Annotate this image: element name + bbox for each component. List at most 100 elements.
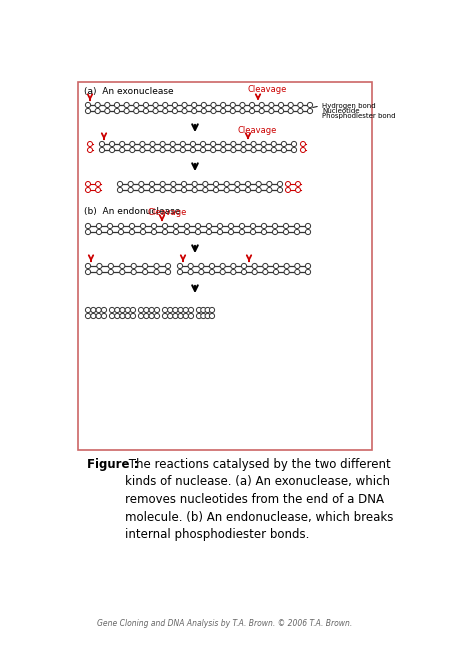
Circle shape	[235, 181, 240, 187]
Circle shape	[220, 109, 226, 114]
Circle shape	[267, 187, 272, 192]
Circle shape	[180, 142, 185, 147]
Circle shape	[181, 181, 187, 187]
Circle shape	[196, 313, 202, 318]
Circle shape	[296, 181, 301, 187]
Circle shape	[240, 109, 245, 114]
Circle shape	[241, 263, 247, 268]
Circle shape	[139, 181, 144, 187]
Circle shape	[274, 269, 279, 274]
Circle shape	[292, 148, 297, 153]
Circle shape	[220, 103, 226, 108]
Circle shape	[200, 142, 206, 147]
Circle shape	[151, 224, 157, 229]
Circle shape	[134, 109, 139, 114]
Circle shape	[196, 307, 202, 313]
Circle shape	[183, 307, 189, 313]
Circle shape	[120, 313, 125, 318]
Circle shape	[131, 263, 136, 268]
Circle shape	[261, 224, 266, 229]
Circle shape	[181, 187, 187, 192]
Circle shape	[108, 229, 112, 235]
Circle shape	[220, 148, 226, 153]
Circle shape	[207, 224, 212, 229]
Circle shape	[86, 103, 90, 108]
Circle shape	[285, 181, 291, 187]
Circle shape	[199, 263, 204, 268]
Circle shape	[301, 142, 306, 146]
Circle shape	[143, 103, 148, 108]
Circle shape	[249, 109, 255, 114]
Circle shape	[86, 307, 90, 313]
Circle shape	[281, 142, 287, 147]
Circle shape	[96, 313, 101, 318]
Circle shape	[140, 229, 146, 235]
Circle shape	[109, 142, 115, 147]
Circle shape	[201, 307, 206, 313]
Circle shape	[306, 269, 310, 274]
Circle shape	[140, 142, 145, 147]
Circle shape	[245, 187, 251, 192]
Circle shape	[162, 307, 167, 313]
Circle shape	[205, 313, 210, 318]
Circle shape	[230, 103, 235, 108]
Circle shape	[277, 181, 283, 187]
Circle shape	[151, 229, 157, 235]
Circle shape	[167, 313, 173, 318]
Circle shape	[252, 269, 257, 274]
Circle shape	[188, 263, 193, 268]
Text: Cleavage: Cleavage	[238, 126, 277, 135]
Circle shape	[203, 187, 208, 192]
Circle shape	[96, 307, 101, 313]
Circle shape	[190, 148, 196, 153]
Circle shape	[224, 181, 229, 187]
Circle shape	[149, 307, 154, 313]
Circle shape	[86, 187, 90, 192]
Circle shape	[288, 109, 293, 114]
Circle shape	[154, 269, 159, 274]
Circle shape	[259, 103, 264, 108]
Text: Gene Cloning and DNA Analysis by T.A. Brown. © 2006 T.A. Brown.: Gene Cloning and DNA Analysis by T.A. Br…	[97, 619, 353, 628]
Circle shape	[118, 224, 124, 229]
Circle shape	[209, 269, 215, 274]
Circle shape	[229, 224, 234, 229]
Circle shape	[252, 263, 257, 268]
Circle shape	[306, 263, 310, 268]
Circle shape	[87, 142, 93, 146]
Circle shape	[109, 148, 115, 153]
Circle shape	[298, 109, 303, 114]
Circle shape	[250, 229, 256, 235]
Circle shape	[201, 313, 206, 318]
Circle shape	[217, 224, 223, 229]
Circle shape	[217, 229, 223, 235]
Circle shape	[192, 109, 197, 114]
Circle shape	[295, 263, 300, 268]
Circle shape	[150, 148, 155, 153]
Circle shape	[241, 269, 247, 274]
Circle shape	[86, 109, 90, 114]
Text: Nucleotide: Nucleotide	[322, 108, 360, 114]
Circle shape	[173, 224, 179, 229]
Circle shape	[298, 103, 303, 108]
Circle shape	[120, 307, 125, 313]
Circle shape	[154, 263, 159, 268]
Circle shape	[281, 148, 287, 153]
Circle shape	[143, 263, 148, 268]
Circle shape	[209, 307, 215, 313]
Circle shape	[86, 313, 90, 318]
Circle shape	[201, 103, 207, 108]
Circle shape	[171, 181, 176, 187]
Circle shape	[172, 109, 177, 114]
Circle shape	[97, 269, 102, 274]
Circle shape	[188, 269, 193, 274]
Text: Figure :: Figure :	[87, 458, 139, 471]
Circle shape	[213, 181, 219, 187]
Circle shape	[239, 229, 245, 235]
Circle shape	[139, 307, 144, 313]
Circle shape	[172, 103, 177, 108]
Circle shape	[162, 103, 168, 108]
Circle shape	[125, 313, 130, 318]
Circle shape	[139, 313, 144, 318]
Circle shape	[274, 263, 279, 268]
Circle shape	[131, 269, 136, 274]
